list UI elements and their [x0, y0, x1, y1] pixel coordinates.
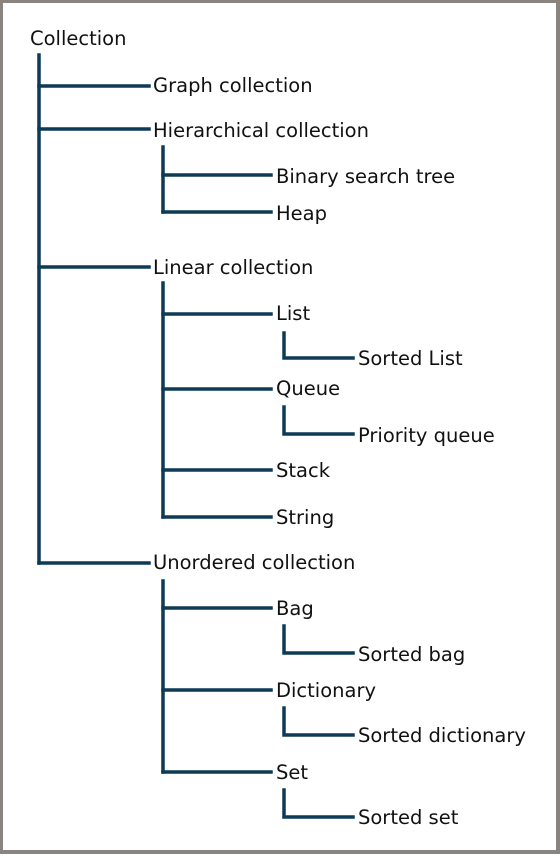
node-linear-collection: Linear collection — [153, 256, 314, 279]
node-bag: Bag — [276, 597, 314, 620]
node-stack: Stack — [276, 459, 330, 482]
node-list: List — [276, 302, 311, 325]
node-queue: Queue — [276, 377, 341, 400]
node-collection: Collection — [30, 27, 127, 50]
node-sorted-list: Sorted List — [358, 347, 463, 370]
node-sorted-set: Sorted set — [358, 806, 459, 829]
tree-connectors — [37, 53, 355, 819]
node-heap: Heap — [276, 202, 327, 225]
node-set: Set — [276, 761, 309, 784]
node-hierarchical-collection: Hierarchical collection — [153, 119, 369, 142]
connector-sorted-bag — [282, 624, 355, 655]
connector-sorted-list — [282, 331, 355, 360]
node-graph-collection: Graph collection — [153, 74, 313, 97]
node-unordered-collection: Unordered collection — [153, 551, 356, 574]
node-string: String — [276, 506, 335, 529]
node-priority-queue: Priority queue — [358, 424, 495, 447]
node-sorted-dictionary: Sorted dictionary — [358, 724, 526, 747]
connector-sorted-set — [282, 788, 355, 819]
node-dictionary: Dictionary — [276, 679, 377, 702]
node-sorted-bag: Sorted bag — [358, 643, 466, 666]
connector-sorted-dictionary — [282, 706, 355, 737]
node-binary-search-tree: Binary search tree — [276, 165, 456, 188]
connector-priority-queue — [282, 405, 355, 436]
